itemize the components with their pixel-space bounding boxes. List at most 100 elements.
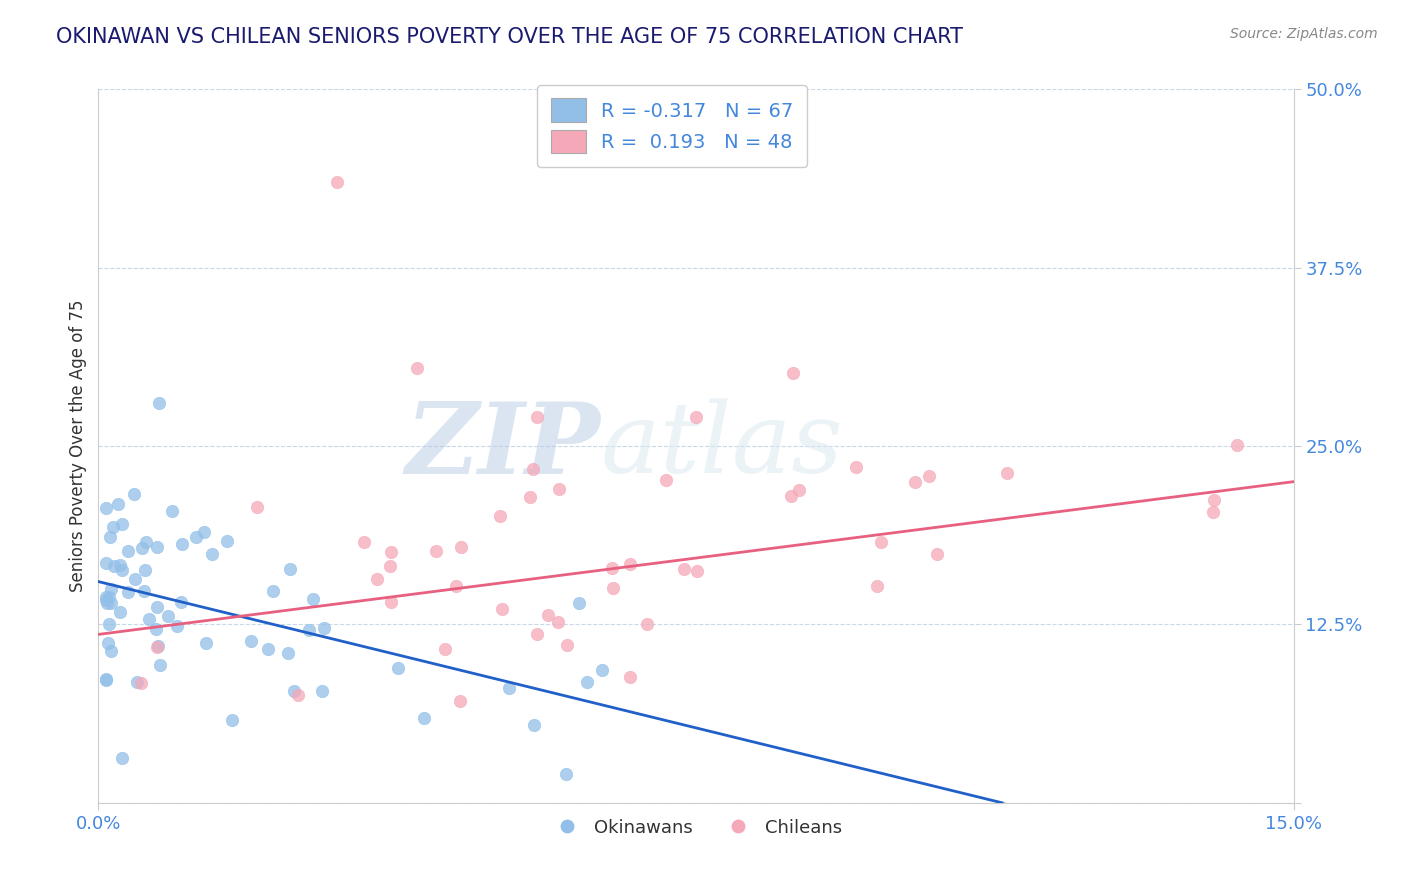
Point — [240, 633, 263, 648]
Point — [489, 509, 512, 524]
Point — [98, 530, 121, 544]
Point — [156, 609, 179, 624]
Point — [312, 621, 335, 635]
Point — [844, 460, 866, 475]
Point — [925, 547, 948, 561]
Text: OKINAWAN VS CHILEAN SENIORS POVERTY OVER THE AGE OF 75 CORRELATION CHART: OKINAWAN VS CHILEAN SENIORS POVERTY OVER… — [56, 27, 963, 46]
Point — [380, 595, 402, 609]
Point — [146, 640, 169, 655]
Point — [215, 533, 238, 548]
Point — [146, 599, 169, 614]
Point — [166, 619, 188, 633]
Point — [523, 718, 546, 732]
Point — [685, 410, 707, 425]
Point — [555, 767, 578, 781]
Point — [98, 591, 121, 605]
Point — [98, 617, 121, 632]
Point — [526, 627, 548, 641]
Point — [353, 535, 375, 549]
Point — [519, 490, 541, 504]
Point — [124, 572, 146, 586]
Point — [221, 713, 243, 727]
Point — [406, 360, 429, 375]
Point — [138, 612, 160, 626]
Point — [134, 563, 156, 577]
Point — [450, 540, 472, 554]
Point — [655, 473, 678, 487]
Point — [673, 562, 696, 576]
Text: ZIP: ZIP — [405, 398, 600, 494]
Point — [100, 596, 122, 610]
Point — [491, 601, 513, 615]
Point — [378, 559, 401, 574]
Y-axis label: Seniors Poverty Over the Age of 75: Seniors Poverty Over the Age of 75 — [69, 300, 87, 592]
Point — [591, 663, 613, 677]
Point — [444, 578, 467, 592]
Point — [522, 462, 544, 476]
Point — [257, 641, 280, 656]
Point — [636, 617, 658, 632]
Point — [278, 562, 301, 576]
Text: Source: ZipAtlas.com: Source: ZipAtlas.com — [1230, 27, 1378, 41]
Point — [100, 644, 122, 658]
Point — [117, 544, 139, 558]
Point — [555, 638, 578, 652]
Point — [302, 592, 325, 607]
Point — [298, 624, 321, 638]
Point — [110, 558, 132, 572]
Point — [117, 585, 139, 599]
Point — [262, 584, 284, 599]
Point — [387, 661, 409, 675]
Point — [193, 524, 215, 539]
Point — [160, 503, 183, 517]
Point — [326, 175, 349, 189]
Point — [568, 596, 591, 610]
Point — [600, 561, 623, 575]
Point — [904, 475, 927, 489]
Point — [96, 596, 118, 610]
Point — [146, 639, 169, 653]
Point — [277, 646, 299, 660]
Point — [413, 711, 436, 725]
Point — [283, 683, 305, 698]
Point — [149, 657, 172, 672]
Point — [107, 497, 129, 511]
Point — [134, 584, 156, 599]
Point — [526, 410, 548, 425]
Point — [194, 636, 217, 650]
Point — [780, 489, 803, 503]
Point — [96, 673, 118, 687]
Point — [97, 636, 120, 650]
Point — [602, 581, 624, 595]
Point — [111, 750, 134, 764]
Point — [148, 396, 170, 410]
Point — [918, 469, 941, 483]
Point — [686, 564, 709, 578]
Point — [498, 681, 520, 695]
Point — [537, 607, 560, 622]
Point — [869, 535, 891, 549]
Point — [96, 673, 118, 688]
Point — [131, 541, 153, 556]
Point — [782, 366, 804, 380]
Point — [995, 466, 1018, 480]
Point — [186, 531, 208, 545]
Point — [366, 572, 388, 586]
Point — [129, 676, 152, 690]
Point — [311, 684, 333, 698]
Point — [96, 556, 118, 570]
Point — [865, 579, 887, 593]
Legend: Okinawans, Chileans: Okinawans, Chileans — [543, 812, 849, 844]
Point — [96, 590, 118, 604]
Point — [103, 559, 125, 574]
Point — [96, 593, 118, 607]
Point — [145, 540, 167, 554]
Point — [127, 674, 149, 689]
Point — [169, 595, 191, 609]
Point — [101, 520, 124, 534]
Point — [619, 670, 641, 684]
Point — [110, 605, 132, 619]
Point — [380, 545, 402, 559]
Point — [201, 548, 224, 562]
Point — [547, 615, 569, 630]
